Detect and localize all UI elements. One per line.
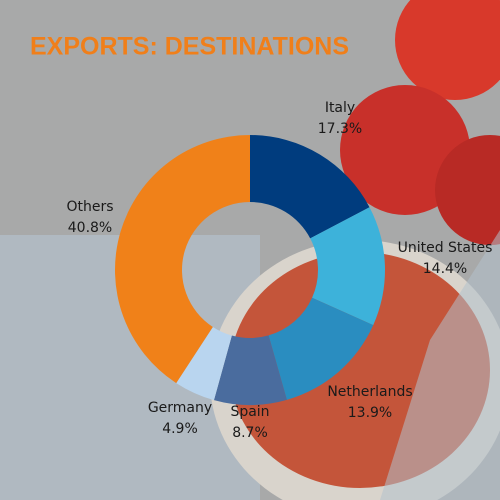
segment-value: 17.3%	[318, 121, 362, 137]
segment-value: 40.8%	[68, 220, 112, 236]
background-panel	[380, 230, 500, 500]
segment-name: Others	[66, 199, 113, 215]
donut-segment	[268, 297, 374, 400]
segment-name: United States	[398, 240, 493, 256]
donut-segment	[115, 135, 251, 384]
chart-title: EXPORTS: DESTINATIONS	[30, 33, 349, 61]
segment-value: 14.4%	[423, 261, 467, 277]
donut-segment	[176, 326, 232, 401]
segment-name: Germany	[148, 400, 212, 416]
segment-name: Italy	[325, 100, 355, 116]
donut-segment	[250, 135, 370, 239]
segment-name: Spain	[230, 404, 269, 420]
segment-value: 13.9%	[348, 405, 392, 421]
segment-value: 4.9%	[162, 421, 198, 437]
donut-segment	[213, 335, 287, 406]
donut-segment	[310, 207, 385, 326]
segment-value: 8.7%	[232, 425, 268, 441]
segment-name: Netherlands	[327, 384, 412, 400]
tomato	[435, 135, 500, 245]
tomato	[395, 0, 500, 100]
